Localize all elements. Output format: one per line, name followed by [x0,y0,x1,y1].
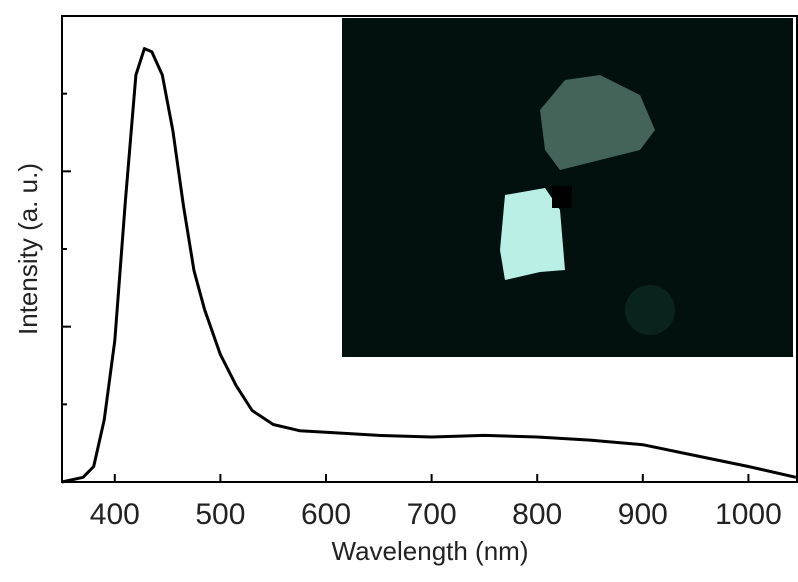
x-tick-label: 800 [512,498,562,531]
spectrum-line [61,47,797,484]
crystal-bright [500,188,565,280]
x-tick-label: 500 [195,498,245,531]
crystal-dim [540,75,655,170]
y-axis-label: Intensity (a. u.) [13,163,43,335]
x-tick-label: 1000 [715,498,782,531]
x-tick-label: 700 [407,498,457,531]
crystal-faint [625,285,675,335]
x-tick-label: 600 [301,498,351,531]
x-tick-label: 900 [618,498,668,531]
x-axis-label: Wavelength (nm) [332,536,529,566]
inset-photo [342,18,793,357]
crystal-shadow [552,186,572,208]
x-tick-label: 400 [90,498,140,531]
